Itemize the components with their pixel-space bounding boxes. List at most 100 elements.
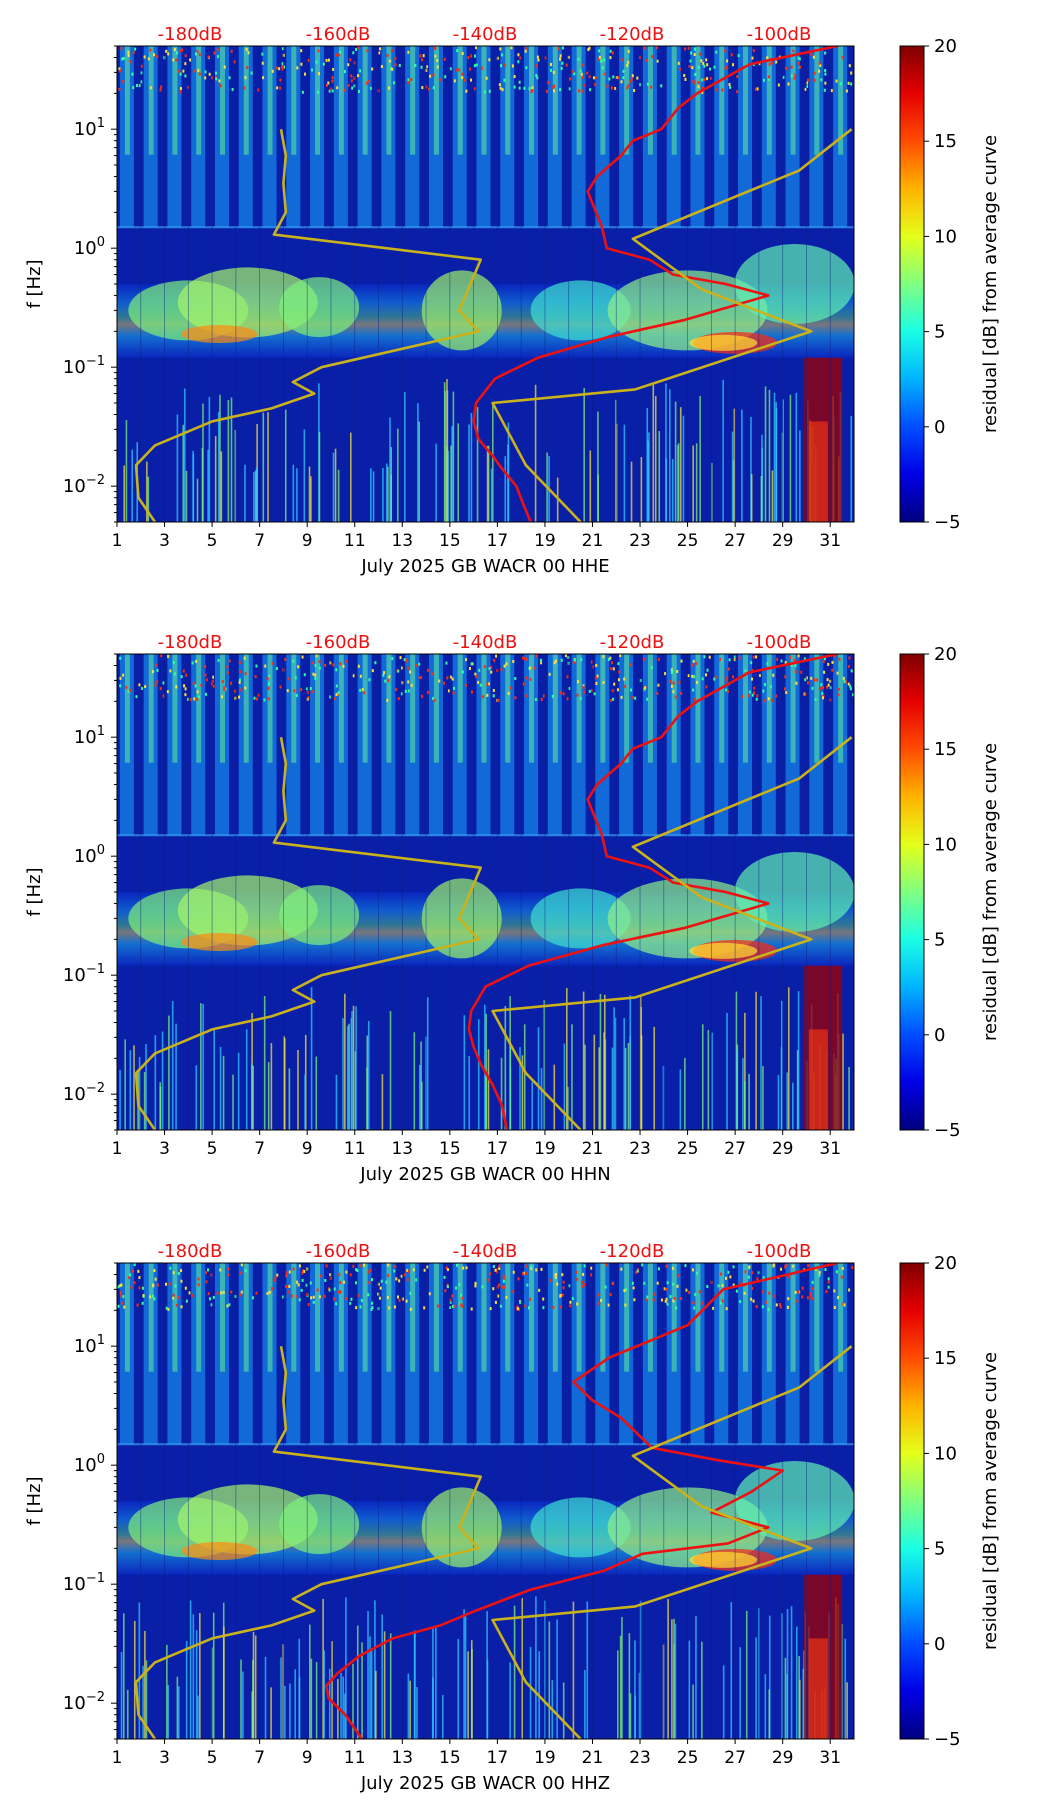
noise-speckle [169, 1266, 172, 1270]
noise-speckle [824, 72, 827, 76]
noise-speckle [474, 1281, 477, 1285]
noise-speckle [643, 46, 646, 50]
x-tick-label: 25 [677, 1139, 699, 1159]
noise-speckle [761, 1290, 764, 1294]
noise-speckle [278, 67, 281, 71]
noise-speckle [133, 1263, 136, 1267]
x-tick-label: 11 [344, 1748, 366, 1768]
noise-speckle [481, 695, 484, 699]
lf-streak [263, 996, 266, 1130]
db-scale-label: -120dB [600, 1241, 665, 1262]
hf-day-core [743, 46, 749, 155]
noise-speckle [227, 1267, 230, 1271]
lf-streak [487, 445, 490, 522]
noise-speckle [826, 685, 829, 689]
noise-speckle [604, 1285, 607, 1289]
hf-day-core [552, 46, 558, 155]
noise-speckle [818, 61, 821, 65]
noise-speckle [403, 658, 406, 662]
hf-day-core [124, 46, 130, 155]
noise-speckle [268, 674, 271, 678]
lf-streak [584, 1044, 586, 1130]
noise-speckle [147, 57, 150, 61]
noise-speckle [835, 79, 838, 83]
noise-speckle [615, 75, 618, 79]
noise-speckle [792, 49, 795, 53]
noise-speckle [271, 69, 274, 73]
x-tick-label: 27 [724, 531, 746, 551]
noise-speckle [848, 1288, 851, 1292]
noise-speckle [670, 671, 673, 675]
noise-speckle [517, 60, 520, 64]
hf-day-core [267, 654, 273, 763]
noise-speckle [388, 1306, 391, 1310]
lf-streak [486, 1611, 488, 1739]
noise-speckle [636, 1269, 639, 1273]
noise-speckle [409, 1291, 412, 1295]
noise-speckle [561, 61, 564, 65]
noise-speckle [756, 87, 759, 91]
noise-speckle [177, 69, 180, 73]
lf-streak [775, 408, 778, 522]
noise-speckle [471, 690, 474, 694]
noise-speckle [458, 68, 461, 72]
lf-streak [665, 458, 668, 522]
noise-speckle [194, 684, 197, 688]
lf-streak [348, 1023, 350, 1130]
noise-speckle [724, 49, 727, 53]
noise-speckle [620, 58, 623, 62]
noise-speckle [721, 1284, 724, 1288]
x-tick-label: 31 [819, 1748, 841, 1768]
noise-speckle [726, 676, 729, 680]
noise-speckle [449, 675, 452, 679]
x-tick-label: 3 [159, 1139, 170, 1159]
noise-speckle [156, 55, 159, 59]
noise-speckle [196, 50, 199, 54]
noise-speckle [852, 693, 854, 697]
noise-speckle [422, 54, 425, 58]
hf-day-core [338, 654, 344, 763]
noise-speckle [794, 664, 797, 668]
lf-streak [404, 392, 406, 522]
noise-speckle [690, 51, 693, 55]
noise-speckle [297, 1283, 300, 1287]
hf-day-core [362, 654, 368, 763]
noise-speckle [837, 693, 840, 697]
lf-streak [710, 462, 713, 522]
noise-speckle [332, 67, 335, 71]
lf-streak [640, 457, 643, 522]
noise-speckle [779, 1305, 782, 1309]
noise-speckle [159, 88, 162, 92]
noise-speckle [205, 692, 208, 696]
noise-speckle [629, 688, 632, 692]
lf-streak [189, 1600, 192, 1739]
noise-speckle [306, 697, 309, 701]
noise-speckle [847, 81, 850, 85]
lf-high-core [808, 421, 828, 522]
noise-speckle [239, 670, 242, 674]
noise-speckle [456, 1263, 459, 1267]
noise-speckle [747, 694, 750, 698]
lf-streak [623, 424, 626, 522]
noise-speckle [329, 1273, 332, 1277]
lf-streak [599, 993, 602, 1130]
noise-speckle [221, 680, 224, 684]
lf-streak [750, 474, 753, 522]
hf-day-core [576, 1263, 582, 1372]
noise-speckle [317, 72, 320, 76]
noise-speckle [488, 58, 491, 62]
lf-streak [442, 1695, 444, 1739]
noise-speckle [672, 681, 675, 685]
noise-speckle [687, 46, 690, 50]
noise-speckle [132, 86, 135, 90]
colorbar-tick-label: 20 [934, 644, 957, 665]
noise-speckle [184, 62, 187, 66]
average-psd-curve [324, 1263, 838, 1739]
noise-speckle [593, 692, 596, 696]
colorbar-label: residual [dB] from average curve [980, 1352, 1001, 1650]
noise-speckle [426, 1265, 429, 1269]
noise-speckle [762, 78, 765, 82]
noise-speckle [395, 688, 398, 692]
noise-speckle [492, 1287, 495, 1291]
noise-speckle [572, 70, 575, 74]
